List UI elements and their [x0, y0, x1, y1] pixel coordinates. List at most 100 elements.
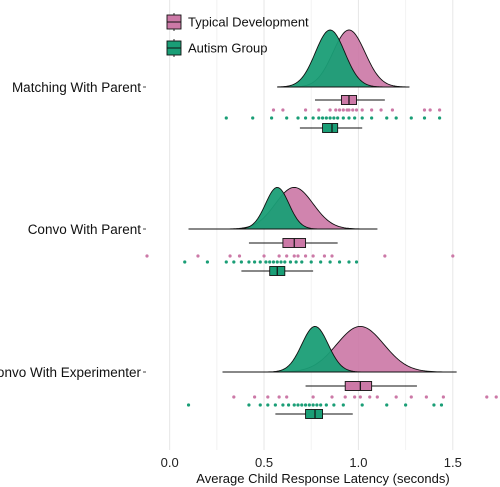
- data-point: [368, 395, 372, 399]
- data-point: [311, 403, 315, 407]
- data-point: [292, 403, 296, 407]
- x-tick-label: 1.5: [444, 455, 462, 470]
- data-point: [341, 108, 345, 112]
- data-point: [186, 403, 191, 407]
- data-point: [341, 403, 345, 407]
- data-point: [351, 108, 355, 112]
- data-point: [337, 108, 342, 112]
- data-point: [288, 260, 293, 264]
- data-point: [494, 395, 498, 399]
- data-point: [252, 260, 257, 264]
- data-point: [332, 116, 336, 120]
- data-point: [237, 254, 242, 258]
- box-iqr: [322, 123, 339, 133]
- data-point: [271, 260, 276, 264]
- data-point: [303, 403, 308, 407]
- data-point: [336, 116, 340, 120]
- data-point: [409, 116, 413, 120]
- data-point: [437, 116, 442, 120]
- legend-label: Autism Group: [188, 41, 267, 56]
- data-point: [224, 116, 228, 120]
- data-point: [247, 260, 251, 264]
- data-point: [422, 116, 427, 120]
- data-point: [196, 254, 200, 258]
- data-point: [317, 116, 321, 120]
- data-point: [277, 395, 281, 399]
- data-point: [232, 260, 236, 264]
- x-tick-label: 0.0: [161, 455, 179, 470]
- legend-item: Typical Development: [166, 13, 309, 31]
- data-point: [296, 403, 300, 407]
- data-point: [322, 254, 327, 258]
- data-point: [247, 403, 251, 407]
- data-point: [324, 116, 328, 120]
- data-point: [360, 116, 364, 120]
- data-point: [285, 116, 289, 120]
- data-point: [277, 254, 281, 258]
- data-point: [432, 403, 436, 407]
- data-point: [300, 403, 304, 407]
- data-point: [404, 403, 408, 407]
- data-point: [439, 403, 444, 407]
- data-point: [251, 116, 255, 120]
- data-point: [145, 254, 149, 258]
- data-point: [394, 116, 398, 120]
- data-point: [441, 395, 445, 399]
- data-point: [375, 395, 379, 399]
- data-point: [451, 254, 455, 258]
- box-iqr: [344, 381, 373, 391]
- data-point: [343, 395, 347, 399]
- density-cloud: [188, 187, 378, 230]
- data-point: [358, 395, 362, 399]
- density-cloud: [222, 326, 457, 373]
- data-point: [258, 403, 262, 407]
- data-point: [258, 260, 262, 264]
- legend: Typical Development Autism Group: [166, 13, 309, 57]
- data-point: [296, 254, 300, 258]
- data-point: [315, 403, 319, 407]
- data-point: [281, 108, 285, 112]
- data-point: [271, 108, 276, 112]
- data-point: [224, 260, 228, 264]
- x-axis-ticks: 0.0 0.5 1.0 1.5: [161, 455, 462, 470]
- data-point: [347, 260, 351, 264]
- data-point: [281, 403, 285, 407]
- box-plots: [241, 95, 417, 419]
- category-label: Convo With Parent: [28, 222, 142, 237]
- data-point: [409, 395, 413, 399]
- data-point: [437, 108, 442, 112]
- data-point: [353, 395, 357, 399]
- data-point: [319, 403, 323, 407]
- data-point: [269, 116, 274, 120]
- data-point: [332, 403, 336, 407]
- data-point: [379, 108, 383, 112]
- data-point: [303, 254, 308, 258]
- data-point: [286, 403, 291, 407]
- data-point: [328, 260, 332, 264]
- data-point: [264, 260, 268, 264]
- x-tick-label: 1.0: [349, 455, 367, 470]
- data-point: [275, 260, 279, 264]
- data-point: [279, 260, 283, 264]
- data-point: [309, 260, 313, 264]
- data-point: [354, 108, 359, 112]
- data-point: [300, 260, 304, 264]
- legend-label: Typical Development: [188, 15, 309, 30]
- data-point: [383, 254, 387, 258]
- x-tick-label: 0.5: [255, 455, 273, 470]
- data-point: [324, 403, 328, 407]
- data-point: [266, 403, 270, 407]
- data-point: [385, 403, 389, 407]
- data-point: [311, 116, 315, 120]
- data-point: [266, 395, 270, 399]
- data-point: [390, 108, 395, 112]
- data-point: [262, 254, 266, 258]
- data-point: [285, 395, 289, 399]
- data-point: [311, 254, 315, 258]
- density-clouds: [188, 29, 457, 373]
- category-label: Matching With Parent: [12, 80, 141, 95]
- data-point: [360, 108, 364, 112]
- data-point: [252, 395, 257, 399]
- data-point: [294, 260, 298, 264]
